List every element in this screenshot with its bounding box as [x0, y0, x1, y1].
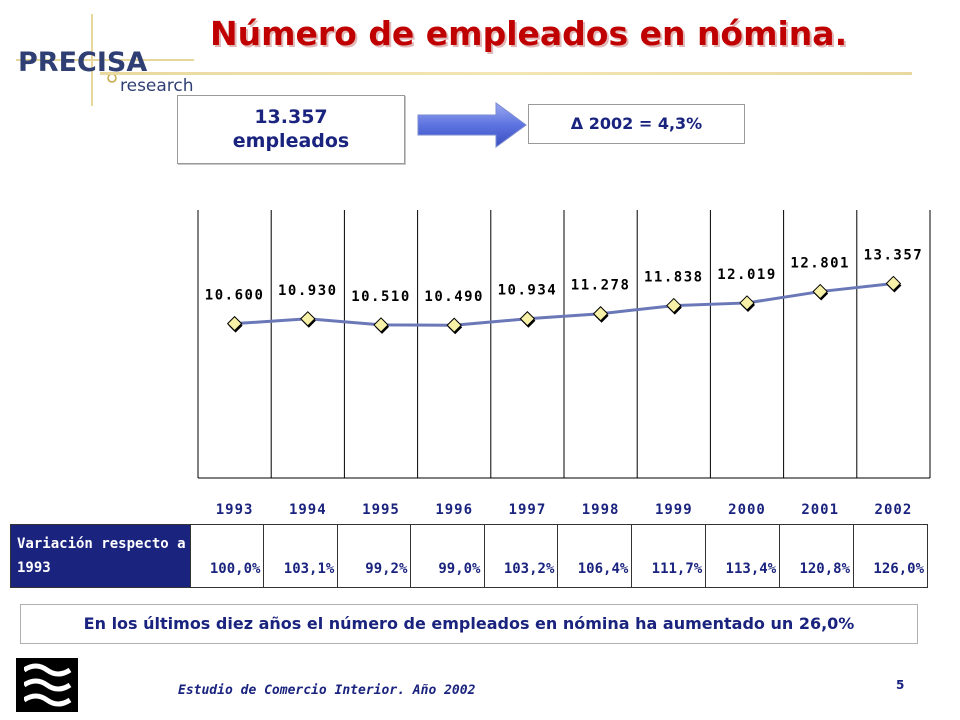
- marker-shadow: [448, 320, 463, 335]
- right-arrow-icon: [417, 102, 527, 148]
- table-row: Variación respecto a 1993 100,0% 103,1% 99…: [10, 524, 928, 588]
- variation-table: Variación respecto a 1993 100,0% 103,1% 99…: [10, 524, 928, 588]
- marker-shadow: [814, 286, 829, 301]
- delta-icon: Δ: [570, 114, 584, 133]
- delta-box: Δ 2002 = 4,3%: [528, 104, 745, 144]
- variation-cell-1999: 111,7%: [631, 524, 707, 588]
- x-tick-1993: 1993: [216, 502, 254, 518]
- data-label-1996: 10.490: [424, 289, 484, 305]
- chart-labels: 10.600 10.930 10.510 10.490 10.934 11.278 11.8…: [205, 247, 924, 305]
- data-point-2001: [812, 283, 828, 300]
- summary-text: En los últimos diez años el número de em…: [20, 604, 918, 644]
- data-point-1993: [226, 315, 243, 332]
- marker-shadow: [228, 318, 243, 333]
- employees-value: 13.357: [254, 106, 328, 128]
- page-title: Número de empleados en nómina.: [210, 14, 848, 53]
- data-point-1997: [519, 311, 536, 327]
- x-tick-1994: 1994: [289, 502, 327, 518]
- x-tick-1995: 1995: [362, 502, 400, 518]
- x-tick-2001: 2001: [801, 502, 839, 518]
- marker-shadow: [741, 297, 755, 312]
- data-point-1995: [373, 317, 389, 333]
- marker-shadow: [667, 300, 682, 315]
- data-label-2001: 12.801: [790, 256, 850, 272]
- data-label-2002: 13.357: [864, 247, 924, 263]
- variation-cell-1995: 99,2%: [337, 524, 412, 588]
- data-label-1995: 10.510: [351, 289, 411, 305]
- data-point-1994: [300, 311, 316, 327]
- data-label-1998: 11.278: [571, 278, 631, 294]
- data-point-1998: [592, 306, 609, 322]
- marker-shadow: [301, 313, 316, 328]
- variation-cell-2002: 126,0%: [853, 524, 928, 588]
- data-point-1996: [446, 317, 462, 333]
- header-divider: [100, 72, 912, 75]
- data-point-2000: [739, 295, 755, 311]
- variation-cell-1998: 106,4%: [557, 524, 633, 588]
- series-line: [234, 281, 894, 327]
- marker-shadow: [375, 319, 389, 334]
- employees-box: 13.357 empleados: [177, 95, 405, 164]
- marker-shadow: [887, 278, 902, 293]
- x-tick-1996: 1996: [435, 502, 473, 518]
- data-label-1997: 10.934: [498, 283, 558, 299]
- variation-cell-1993: 100,0%: [189, 524, 265, 588]
- variation-cell-2000: 113,4%: [705, 524, 781, 588]
- data-label-2000: 12.019: [717, 267, 777, 283]
- data-label-1994: 10.930: [278, 283, 338, 299]
- x-tick-1997: 1997: [509, 502, 547, 518]
- footer-text: Estudio de Comercio Interior. Año 2002: [178, 683, 476, 698]
- employees-unit: empleados: [232, 130, 350, 152]
- data-point-2002: [885, 275, 902, 292]
- variation-cell-1994: 103,1%: [263, 524, 339, 588]
- variation-cell-1996: 99,0%: [410, 524, 485, 588]
- x-tick-1998: 1998: [582, 502, 620, 518]
- page-number: 5: [896, 678, 905, 692]
- chart-grid: [197, 210, 931, 479]
- precisa-research-logo: PRECISA research: [16, 14, 194, 106]
- delta-text: 2002 = 4,3%: [588, 114, 703, 133]
- marker-shadow: [521, 313, 536, 328]
- x-tick-2000: 2000: [728, 502, 766, 518]
- chart-x-axis: 1993 1994 1995 1996 1997 1998 1999 2000 2001 2002: [216, 502, 913, 518]
- logo-sub: research: [120, 76, 194, 96]
- data-label-1993: 10.600: [205, 288, 265, 304]
- variation-header: Variación respecto a 1993: [10, 524, 191, 588]
- data-label-1999: 11.838: [644, 270, 704, 286]
- x-tick-1999: 1999: [655, 502, 693, 518]
- variation-cell-2001: 120,8%: [779, 524, 855, 588]
- chart-series: [226, 275, 902, 335]
- marker-shadow: [594, 308, 609, 323]
- footer-logo-icon: [16, 658, 78, 712]
- data-point-1999: [666, 297, 682, 314]
- variation-cell-1997: 103,2%: [483, 524, 559, 588]
- x-tick-2002: 2002: [875, 502, 913, 518]
